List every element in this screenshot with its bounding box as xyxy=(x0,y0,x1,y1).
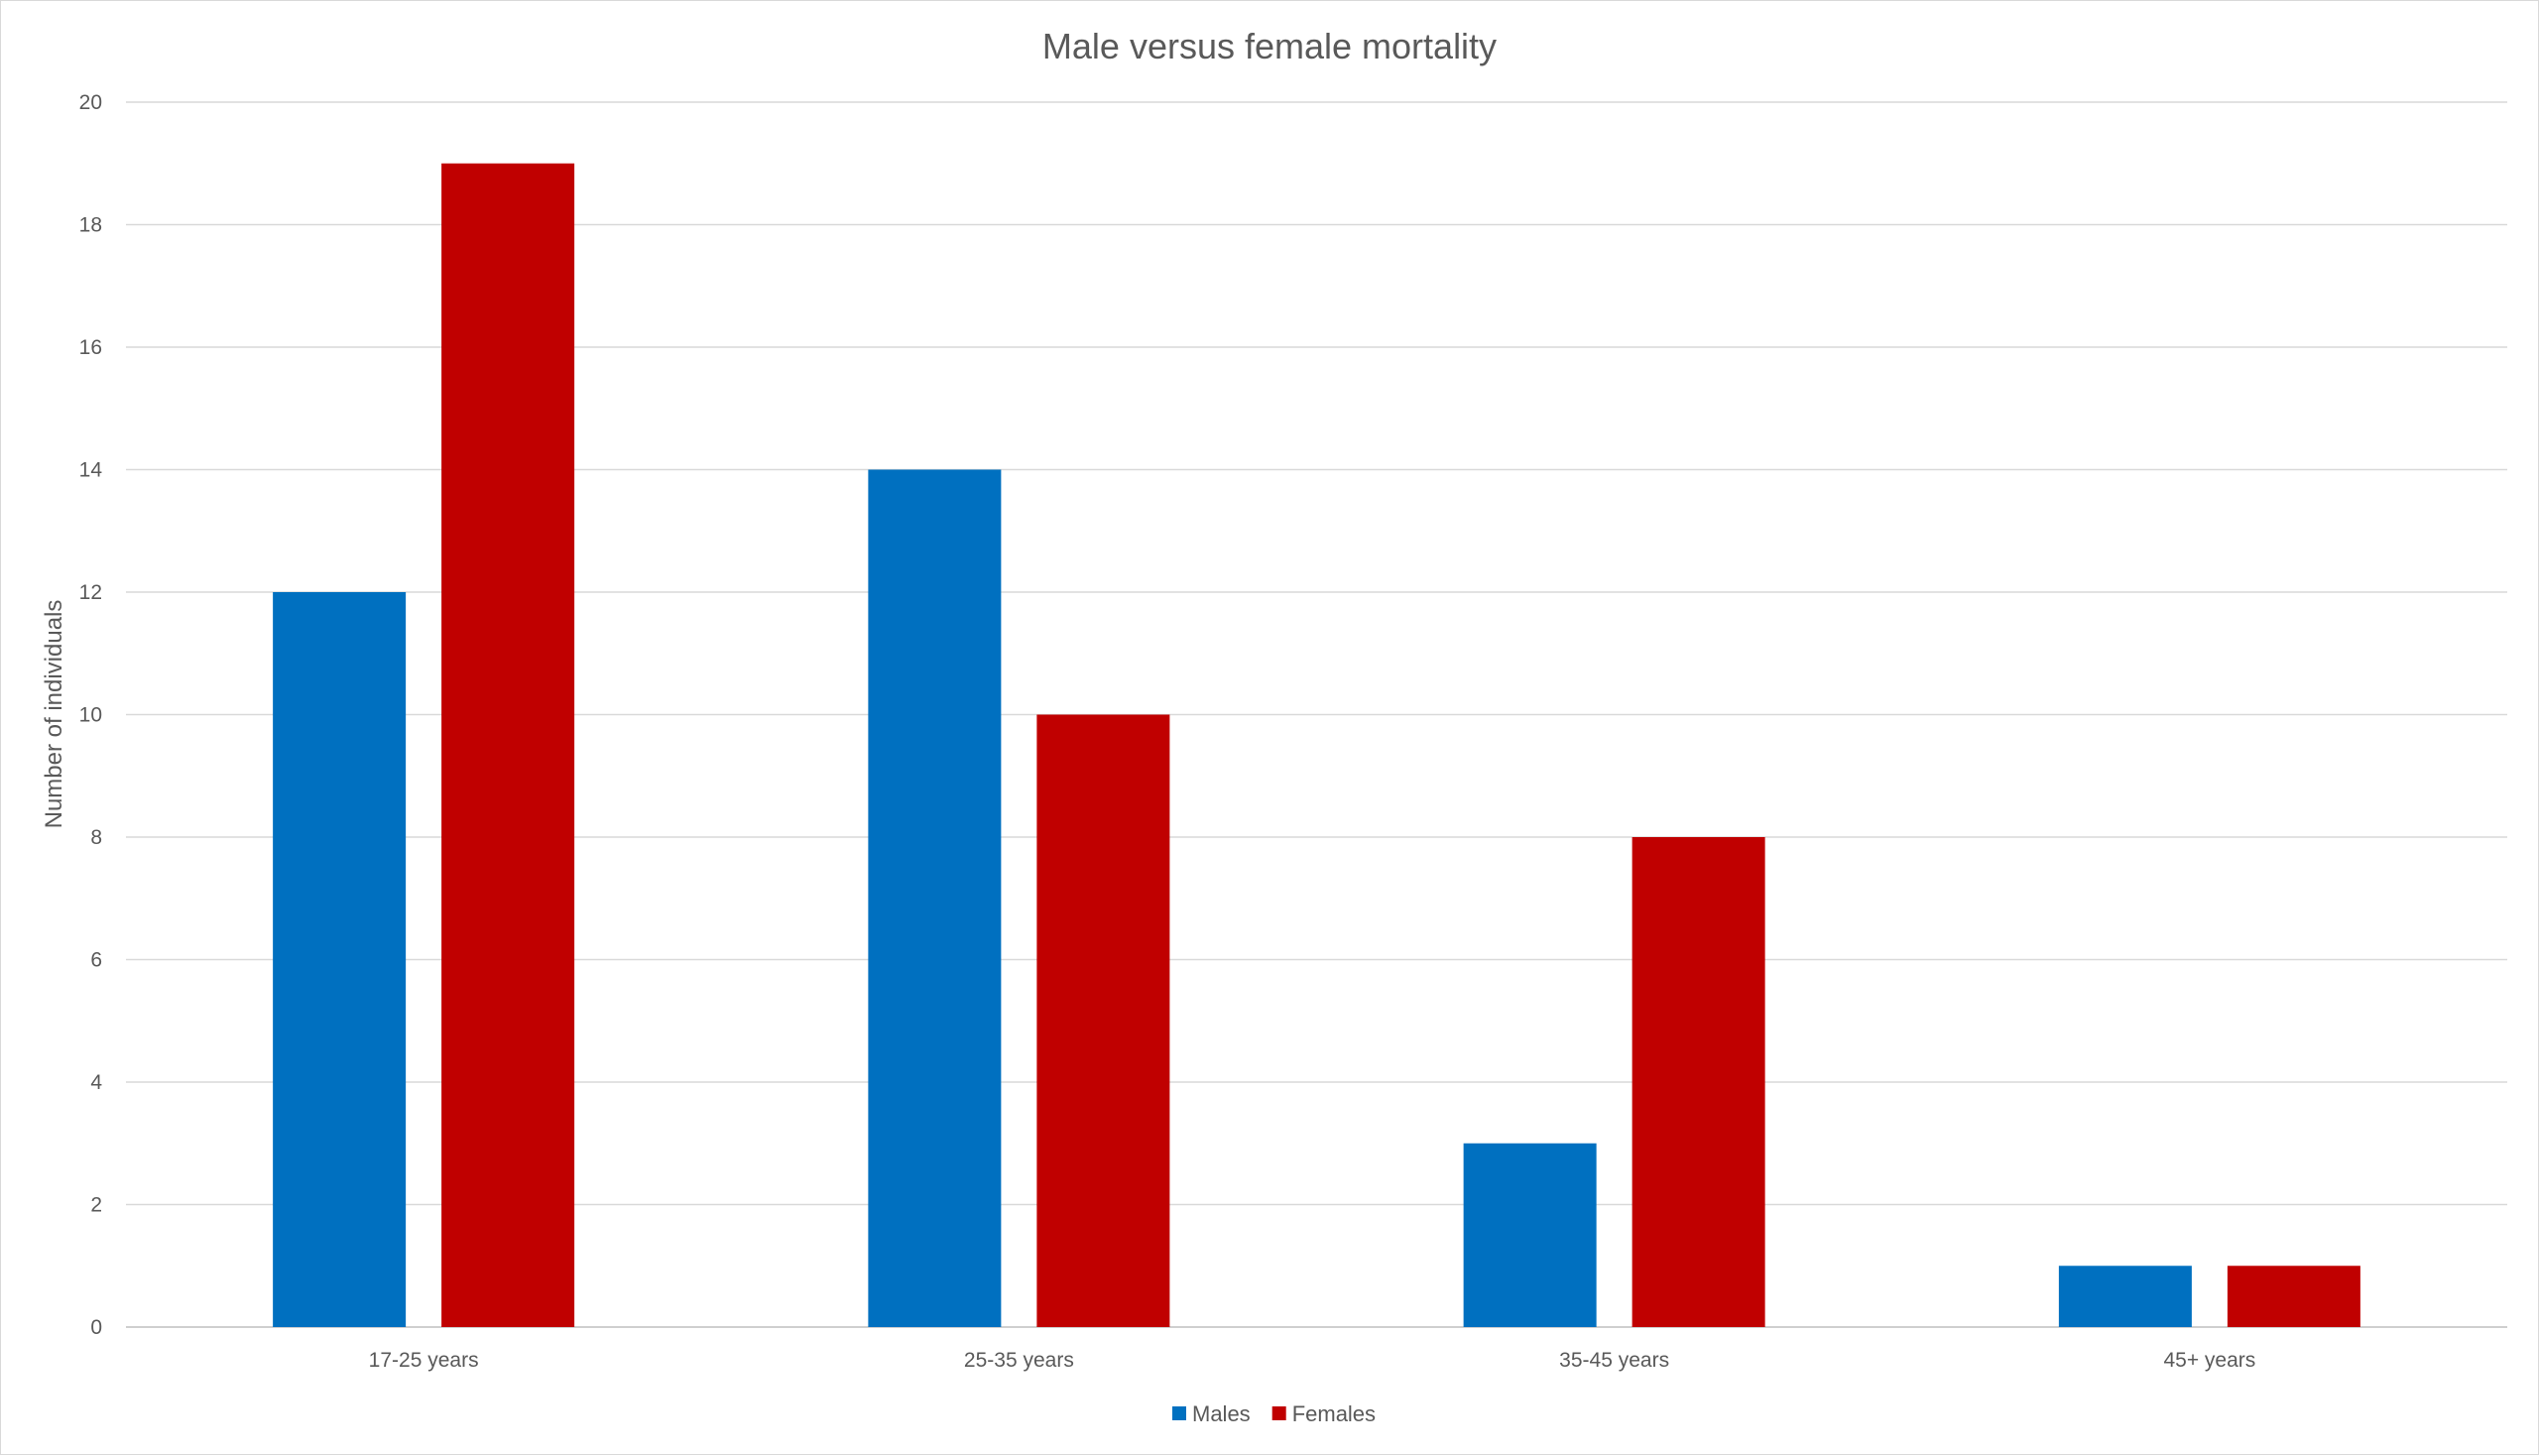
x-tick-label: 17-25 years xyxy=(369,1349,479,1372)
legend: Males Females xyxy=(1172,1401,1376,1426)
y-tick-label: 14 xyxy=(79,459,103,482)
y-tick-label: 4 xyxy=(90,1071,102,1094)
legend-swatch-males xyxy=(1172,1406,1186,1420)
bar-males-2 xyxy=(868,469,1002,1327)
bar-males-3 xyxy=(1463,1143,1597,1327)
x-tick-label: 45+ years xyxy=(2163,1349,2255,1372)
bar-males-4 xyxy=(2058,1266,2192,1327)
y-tick-label: 12 xyxy=(79,581,102,604)
y-tick-label: 16 xyxy=(79,336,102,359)
legend-label-females: Females xyxy=(1292,1401,1376,1426)
y-tick-label: 10 xyxy=(79,704,102,727)
x-tick-label: 35-45 years xyxy=(1559,1349,1669,1372)
y-tick-label: 8 xyxy=(90,826,102,849)
y-axis-label: Number of individuals xyxy=(41,600,67,829)
y-tick-label: 6 xyxy=(90,949,102,972)
bar-females-4 xyxy=(2227,1266,2360,1327)
legend-swatch-females xyxy=(1271,1406,1286,1420)
chart-title: Male versus female mortality xyxy=(1042,26,1497,66)
y-tick-label: 0 xyxy=(90,1316,102,1339)
y-tick-label: 20 xyxy=(79,91,102,114)
bar-females-3 xyxy=(1632,837,1765,1327)
y-tick-label: 2 xyxy=(90,1194,102,1217)
bar-males-1 xyxy=(273,592,407,1327)
bar-females-1 xyxy=(441,163,575,1327)
x-axis-tick-labels: 17-25 years 25-35 years 35-45 years 45+ yea… xyxy=(369,1349,2256,1372)
x-tick-label: 25-35 years xyxy=(964,1349,1074,1372)
y-tick-label: 18 xyxy=(79,214,102,237)
bar-females-2 xyxy=(1036,714,1170,1327)
y-axis-tick-labels: 0 2 4 6 8 10 12 14 16 18 20 xyxy=(79,91,103,1339)
bars xyxy=(273,163,2360,1327)
legend-label-males: Males xyxy=(1192,1401,1251,1426)
